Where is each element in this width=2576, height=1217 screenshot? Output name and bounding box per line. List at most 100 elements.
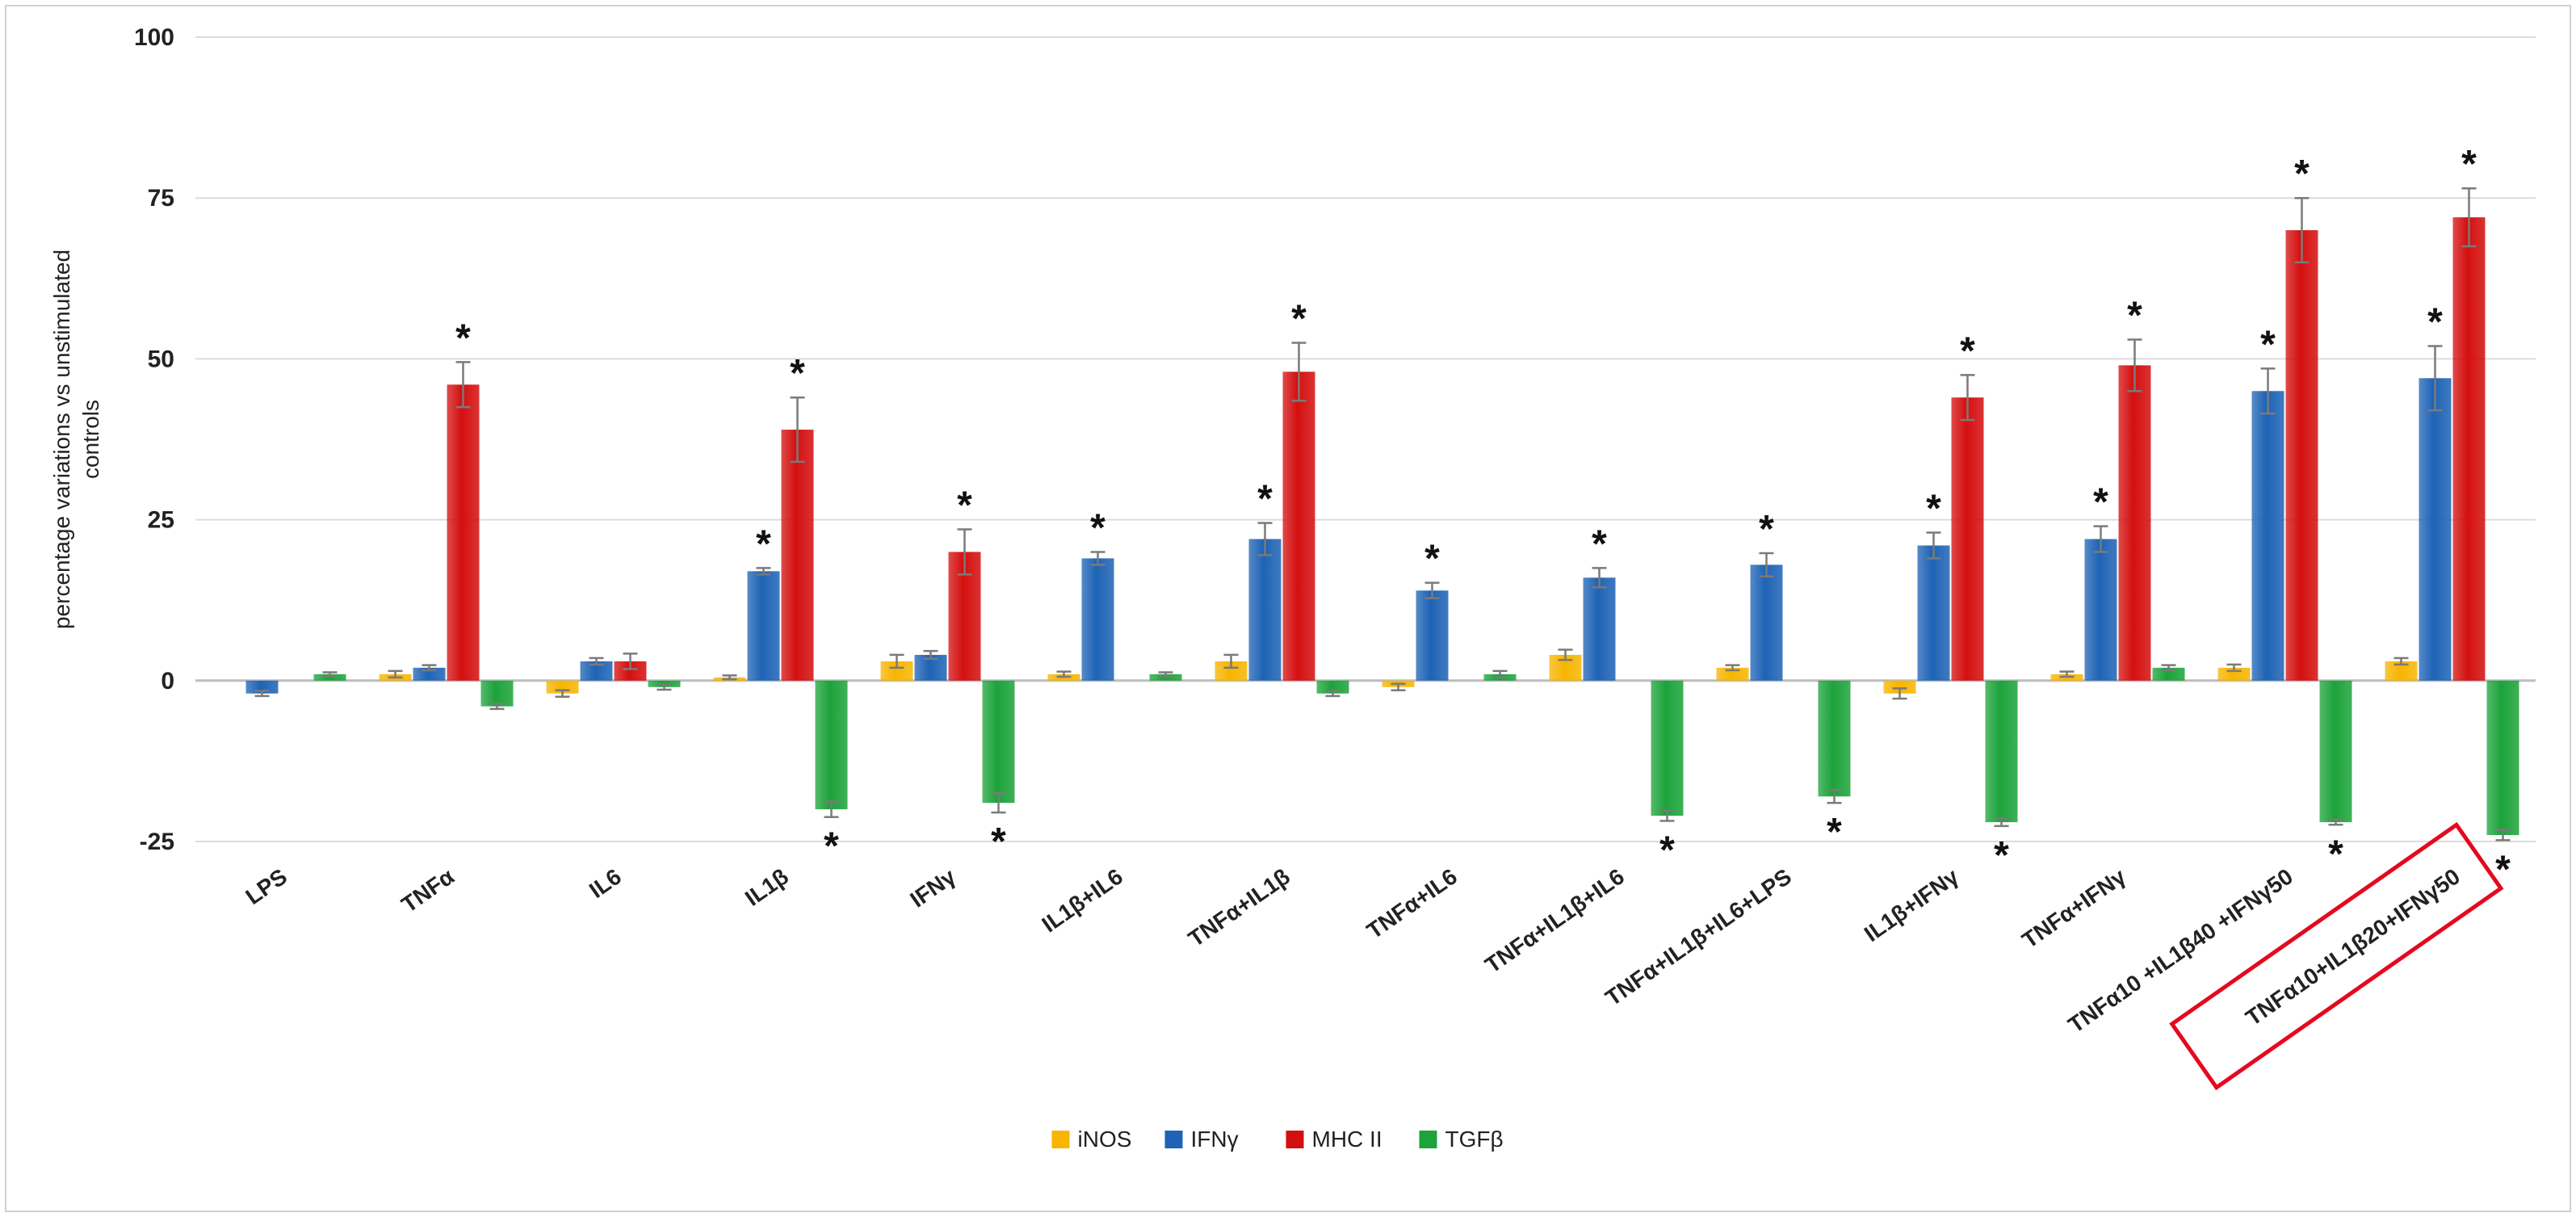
y-tick-label: 0 — [161, 668, 174, 695]
legend-swatch-ifn — [1164, 1131, 1183, 1148]
significance-star: * — [790, 352, 805, 395]
significance-star: * — [1994, 834, 2009, 877]
x-tick-label: IL6 — [585, 864, 626, 904]
x-tick-label: LPS — [241, 864, 292, 910]
bar-tgf-tnf-il1-il6 — [1651, 680, 1684, 816]
bar-tgf-il1-ifn — [1985, 680, 2018, 823]
bar-tgf-lps — [313, 674, 346, 681]
bar-inos-il6 — [546, 680, 579, 694]
significance-star: * — [1424, 538, 1440, 581]
bar-ifn-il6 — [580, 661, 613, 681]
gridlines — [195, 36, 2536, 842]
significance-star: * — [1759, 508, 1774, 551]
x-tick-label: IL1β+IFNγ — [1860, 863, 1963, 946]
bar-ifn-tnf-il1-il6 — [1583, 577, 1616, 681]
x-tick-label: TNFα+IL6 — [1362, 864, 1462, 944]
bar-ifn-tnf-ifn — [2084, 539, 2117, 681]
significance-star: * — [1257, 478, 1273, 521]
significance-star: * — [1090, 506, 1105, 549]
significance-star: * — [991, 820, 1006, 863]
significance-star: * — [824, 825, 839, 868]
bar-mhc-ii-tnf — [447, 384, 480, 681]
y-tick-label: 100 — [134, 24, 174, 51]
bar-inos-tnf-10-il1-40-ifn-50 — [2217, 667, 2251, 681]
bar-ifn-tnf-il6 — [1416, 590, 1449, 681]
x-tick-label: IFNγ — [905, 863, 960, 912]
bar-ifn-il1-ifn — [1917, 545, 1950, 681]
bar-mhc-ii-tnf-10-il1-40-ifn-50 — [2285, 230, 2318, 681]
significance-star: * — [2495, 848, 2511, 891]
legend-label-mhc-ii: MHC II — [1312, 1127, 1382, 1152]
significance-star: * — [2427, 300, 2443, 343]
bar-ifn-tnf-10-il1-40-ifn-50 — [2251, 391, 2284, 681]
significance-markers: * * * * * * * * * * * * * * * * * * * * * * * * * — [455, 143, 2511, 891]
significance-star: * — [1960, 329, 1975, 372]
y-tick-label: 50 — [148, 346, 174, 372]
bar-mhc-ii-tnf-il1 — [1282, 371, 1315, 681]
x-tick-label: IL1β+IL6 — [1037, 864, 1126, 938]
legend-swatch-tgf — [1419, 1131, 1437, 1148]
bar-ifn-tnf-10-il1-20-ifn-50 — [2419, 378, 2452, 681]
y-axis-label-line: percentage variations vs unstimulated — [49, 250, 74, 629]
bar-tgf-tnf — [480, 680, 514, 707]
bar-tgf-tnf-il1 — [1316, 680, 1349, 694]
significance-star: * — [2461, 143, 2477, 186]
bar-inos-ifn — [880, 661, 913, 681]
x-tick-label: TNFα+IL1β — [1184, 864, 1294, 952]
significance-star: * — [2093, 481, 2108, 524]
bar-ifn-il1-il6 — [1081, 558, 1114, 681]
legend-label-tgf: TGFβ — [1445, 1127, 1504, 1152]
bar-tgf-tnf-10-il1-40-ifn-50 — [2319, 680, 2352, 823]
significance-star: * — [756, 522, 771, 565]
bar-inos-il1-ifn — [1883, 680, 1916, 694]
bar-inos-tnf-il1 — [1215, 661, 1248, 681]
significance-star: * — [1592, 522, 1607, 565]
bar-mhc-ii-tnf-ifn — [2118, 365, 2151, 681]
x-tick-label: IL1β — [740, 864, 793, 911]
bar-ifn-tnf-il1-il6-lps — [1750, 564, 1783, 681]
significance-star: * — [455, 317, 471, 359]
bar-tgf-tnf-ifn — [2152, 667, 2185, 681]
bar-ifn-tnf — [413, 667, 446, 681]
significance-star: * — [2260, 323, 2276, 366]
significance-star: * — [1827, 811, 1842, 854]
bar-inos-tnf-10-il1-20-ifn-50 — [2385, 661, 2418, 681]
bar-ifn-lps — [245, 680, 279, 694]
bar-mhc-ii-il1-ifn — [1951, 397, 1984, 681]
x-tick-label: TNFα+IFNγ — [2017, 863, 2130, 953]
bar-ifn-il1 — [747, 571, 780, 681]
legend-swatch-inos — [1051, 1131, 1070, 1148]
bar-mhc-ii-il6 — [614, 661, 647, 681]
bar-tgf-ifn — [982, 680, 1015, 804]
bar-tgf-il1-il6 — [1149, 674, 1182, 681]
y-axis-ticks: -25 0 25 50 75 100 — [134, 24, 174, 855]
legend-label-inos: iNOS — [1078, 1127, 1132, 1152]
y-axis-label-line: controls — [78, 400, 103, 479]
significance-star: * — [2127, 294, 2142, 337]
x-tick-label: TNFα — [396, 864, 458, 917]
legend-label-ifn: IFNγ — [1191, 1127, 1239, 1152]
error-bars — [254, 187, 2511, 841]
y-tick-label: -25 — [140, 829, 174, 855]
significance-star: * — [1926, 488, 1941, 531]
bar-tgf-tnf-il1-il6-lps — [1818, 680, 1851, 797]
bar-mhc-ii-il1 — [781, 430, 814, 681]
y-axis-label: percentage variations vs unstimulated con… — [49, 250, 103, 629]
legend-swatch-mhc-ii — [1286, 1131, 1304, 1148]
significance-star: * — [2294, 153, 2310, 195]
x-axis-ticks: LPS TNFα IL6 IL1β IFNγ IL1β+IL6 TNFα+IL1β TNFα+… — [241, 863, 2465, 1038]
significance-star: * — [1291, 297, 1307, 340]
y-tick-label: 75 — [148, 185, 174, 212]
bar-inos-tnf-il1-il6-lps — [1716, 667, 1749, 681]
bar-ifn-tnf-il1 — [1248, 539, 1282, 681]
legend: iNOS IFNγ MHC II TGFβ — [1051, 1127, 1504, 1152]
x-tick-label: TNFα+IL1β+IL6 — [1480, 864, 1629, 978]
bar-tgf-tnf-10-il1-20-ifn-50 — [2486, 680, 2519, 836]
highlight-box — [2169, 821, 2504, 1091]
bar-mhc-ii-tnf-10-il1-20-ifn-50 — [2452, 217, 2486, 681]
y-tick-label: 25 — [148, 507, 174, 534]
significance-star: * — [2328, 833, 2343, 875]
x-tick-label: TNFα+IL1β+IL6+LPS — [1601, 864, 1796, 1011]
significance-star: * — [957, 485, 972, 527]
